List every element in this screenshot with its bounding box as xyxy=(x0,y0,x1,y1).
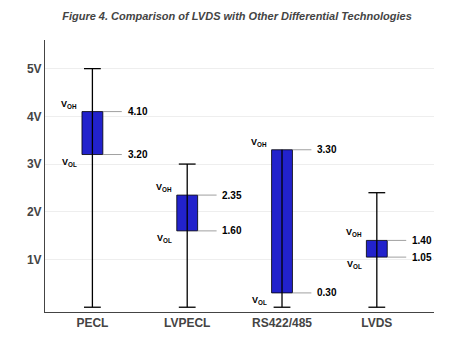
svg-text:V​OL​: V​OL​ xyxy=(347,259,362,270)
svg-text:V​OH​: V​OH​ xyxy=(61,99,77,110)
svg-text:3.20: 3.20 xyxy=(128,149,148,160)
svg-text:V​OL​: V​OL​ xyxy=(157,233,172,244)
svg-text:RS422/485: RS422/485 xyxy=(252,316,312,330)
svg-text:1.05: 1.05 xyxy=(412,252,432,263)
svg-text:3.30: 3.30 xyxy=(317,144,337,155)
svg-text:V​OH​: V​OH​ xyxy=(251,137,267,148)
svg-text:5V: 5V xyxy=(27,62,42,76)
svg-text:V​OH​: V​OH​ xyxy=(346,227,362,238)
svg-text:4.10: 4.10 xyxy=(128,106,148,117)
svg-text:PECL: PECL xyxy=(76,316,108,330)
svg-text:1.60: 1.60 xyxy=(222,225,242,236)
svg-text:V​OL​: V​OL​ xyxy=(252,295,267,306)
svg-text:V​OH​: V​OH​ xyxy=(156,182,172,193)
svg-text:LVDS: LVDS xyxy=(361,316,392,330)
svg-text:0.30: 0.30 xyxy=(317,287,337,298)
svg-text:2V: 2V xyxy=(27,205,42,219)
svg-text:V​OL​: V​OL​ xyxy=(62,157,77,168)
svg-text:Figure 4. Comparison of LVDS w: Figure 4. Comparison of LVDS with Other … xyxy=(62,10,412,22)
svg-text:2.35: 2.35 xyxy=(222,190,242,201)
svg-text:4V: 4V xyxy=(27,110,42,124)
svg-text:1.40: 1.40 xyxy=(412,235,432,246)
svg-text:LVPECL: LVPECL xyxy=(164,316,210,330)
svg-text:3V: 3V xyxy=(27,157,42,171)
svg-text:1V: 1V xyxy=(27,253,42,267)
